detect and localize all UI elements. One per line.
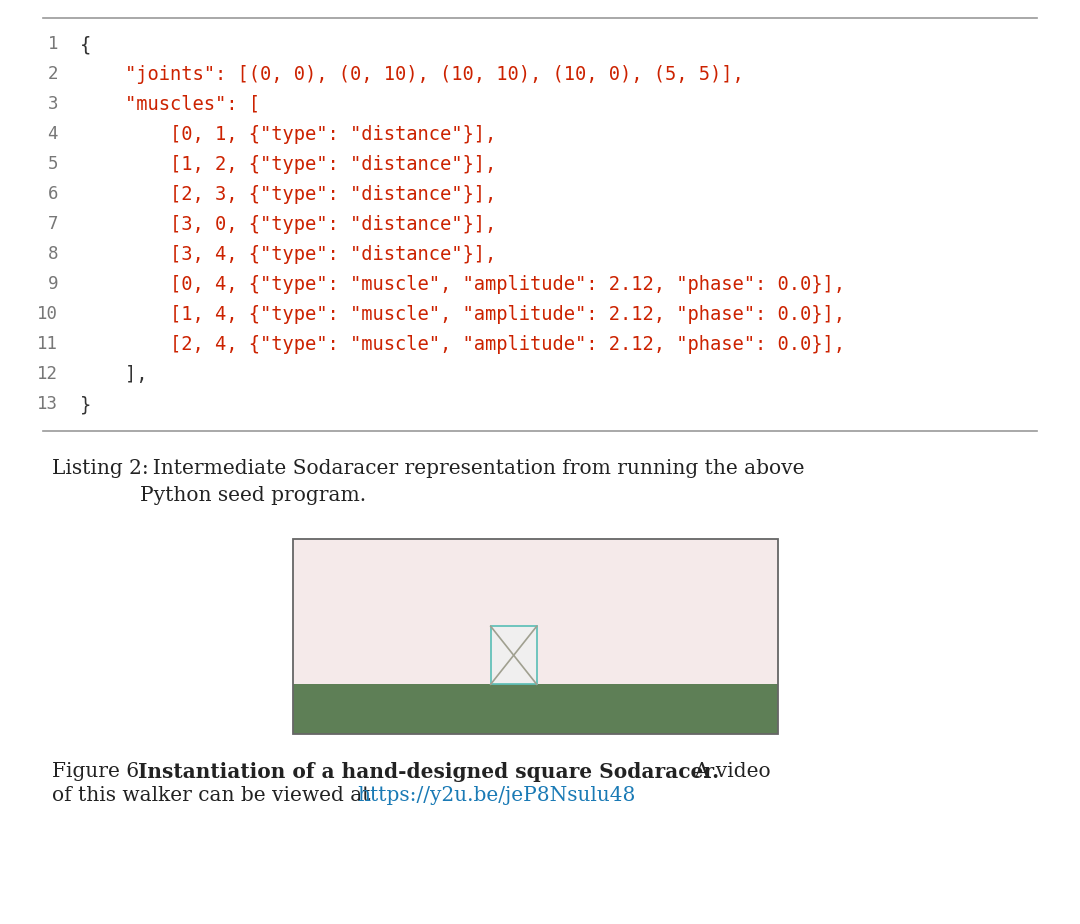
Text: 4: 4 bbox=[48, 125, 58, 143]
Text: [1, 4, {"type": "muscle", "amplitude": 2.12, "phase": 0.0}],: [1, 4, {"type": "muscle", "amplitude": 2… bbox=[80, 305, 845, 324]
Text: A video: A video bbox=[681, 762, 771, 781]
Text: [2, 4, {"type": "muscle", "amplitude": 2.12, "phase": 0.0}],: [2, 4, {"type": "muscle", "amplitude": 2… bbox=[80, 335, 845, 354]
Text: 11: 11 bbox=[37, 335, 58, 353]
Text: 2: 2 bbox=[48, 65, 58, 83]
Text: 10: 10 bbox=[37, 305, 58, 323]
Text: 6: 6 bbox=[48, 185, 58, 203]
Text: Figure 6:: Figure 6: bbox=[52, 762, 146, 781]
Text: ],: ], bbox=[80, 365, 148, 384]
Text: "muscles": [: "muscles": [ bbox=[80, 95, 260, 114]
Bar bbox=[293, 539, 778, 685]
Text: Intermediate Sodaracer representation from running the above
Python seed program: Intermediate Sodaracer representation fr… bbox=[140, 459, 805, 505]
Bar bbox=[293, 539, 778, 734]
Text: }: } bbox=[80, 395, 91, 414]
Text: [3, 0, {"type": "distance"}],: [3, 0, {"type": "distance"}], bbox=[80, 215, 496, 234]
Text: 12: 12 bbox=[37, 365, 58, 383]
Text: 3: 3 bbox=[48, 95, 58, 113]
Bar bbox=[490, 626, 537, 685]
Text: 7: 7 bbox=[48, 215, 58, 233]
Bar bbox=[293, 685, 778, 734]
Text: ​Instantiation of a hand-designed square Sodaracer.: ​Instantiation of a hand-designed square… bbox=[124, 762, 719, 782]
Text: https://y2u.be/jeP8Nsulu48: https://y2u.be/jeP8Nsulu48 bbox=[357, 786, 635, 805]
Text: "joints": [(0, 0), (0, 10), (10, 10), (10, 0), (5, 5)],: "joints": [(0, 0), (0, 10), (10, 10), (1… bbox=[80, 65, 744, 84]
Text: 1: 1 bbox=[48, 35, 58, 53]
Text: of this walker can be viewed at: of this walker can be viewed at bbox=[52, 786, 377, 805]
Text: [2, 3, {"type": "distance"}],: [2, 3, {"type": "distance"}], bbox=[80, 185, 496, 204]
Text: 5: 5 bbox=[48, 155, 58, 173]
Text: 8: 8 bbox=[48, 245, 58, 263]
Text: 9: 9 bbox=[48, 275, 58, 293]
Text: [0, 1, {"type": "distance"}],: [0, 1, {"type": "distance"}], bbox=[80, 125, 496, 144]
Text: [0, 4, {"type": "muscle", "amplitude": 2.12, "phase": 0.0}],: [0, 4, {"type": "muscle", "amplitude": 2… bbox=[80, 275, 845, 294]
Text: [1, 2, {"type": "distance"}],: [1, 2, {"type": "distance"}], bbox=[80, 155, 496, 174]
Text: 13: 13 bbox=[37, 395, 58, 413]
Text: [3, 4, {"type": "distance"}],: [3, 4, {"type": "distance"}], bbox=[80, 245, 496, 264]
Text: {: { bbox=[80, 35, 91, 54]
Text: Listing 2:: Listing 2: bbox=[52, 459, 149, 478]
